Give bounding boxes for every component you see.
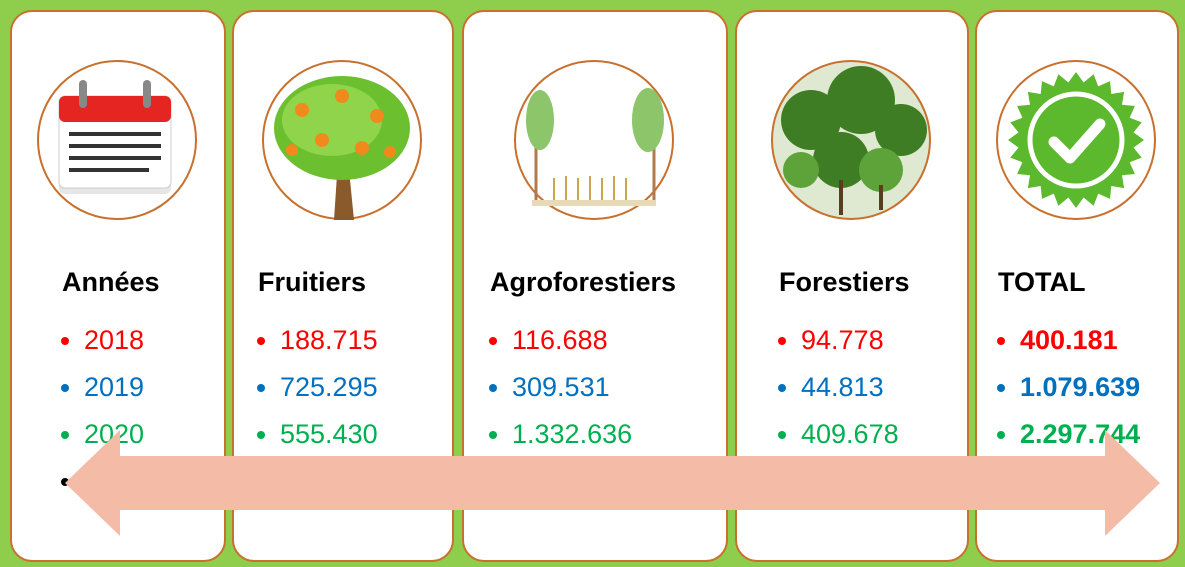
column-header: Années (62, 267, 160, 297)
list-item: 2018 (84, 318, 172, 365)
list-item: 116.688 (512, 318, 632, 365)
list-item: 2.297.744 (1020, 412, 1140, 459)
column-header: Fruitiers (258, 267, 367, 297)
list-item: 1.079.639 (1020, 365, 1140, 412)
column-header: Forestiers (779, 267, 910, 297)
column-card: Fruitiers188.715725.295555.4301.469.440 (232, 10, 454, 562)
list-item: 309.531 (512, 365, 632, 412)
column-icon (771, 60, 931, 220)
list-item: 94.778 (801, 318, 899, 365)
column-card: Années201820192020TOTAL (10, 10, 226, 562)
column-header: TOTAL (998, 267, 1086, 297)
list-item: 1.332.636 (512, 412, 632, 459)
column-header: Agroforestiers (490, 267, 677, 297)
list-item: 725.295 (280, 365, 400, 412)
column-icon (37, 60, 197, 220)
list-item: 400.181 (1020, 318, 1140, 365)
list-item: 409.678 (801, 412, 899, 459)
list-item: 2019 (84, 365, 172, 412)
list-item: 44.813 (801, 365, 899, 412)
column-icon (514, 60, 674, 220)
column-icon (262, 60, 422, 220)
list-item: 188.715 (280, 318, 400, 365)
list-item: 555.430 (280, 412, 400, 459)
column-icon (996, 60, 1156, 220)
